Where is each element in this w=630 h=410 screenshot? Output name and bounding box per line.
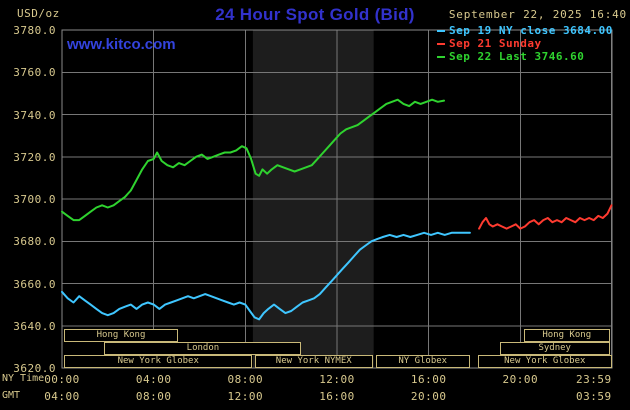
plot-border xyxy=(61,29,613,369)
session-box-new-york-nymex: New York NYMEX xyxy=(254,355,373,368)
legend-line-marker xyxy=(437,42,445,45)
session-box-new-york-globex: New York Globex xyxy=(477,355,612,368)
x-axis-tick-label-ny: 08:00 xyxy=(227,373,264,386)
x-axis-tick-label-ny: 23:59 xyxy=(575,373,612,386)
x-axis-tick-label-ny: 12:00 xyxy=(319,373,355,386)
y-axis-tick-label: 3620.0 xyxy=(13,362,56,375)
series-line-sep19-ny-close xyxy=(61,231,471,321)
chart-title: 24 Hour Spot Gold (Bid) xyxy=(215,5,415,24)
legend-item-sep22: Sep 22 Last 3746.60 xyxy=(437,50,584,63)
series-line-sep22-last xyxy=(61,98,445,222)
y-axis-tick-label: 3640.0 xyxy=(13,319,56,333)
session-box-sydney: Sydney xyxy=(499,342,610,355)
x-axis-tick-label-gmt: 08:00 xyxy=(135,390,172,403)
kitco-watermark: www.kitco.com xyxy=(67,36,176,53)
chart-datetime: September 22, 2025 16:40 xyxy=(448,8,627,21)
x-axis-tick-label-gmt: 03:59 xyxy=(575,390,612,403)
session-box-new-york-globex: New York Globex xyxy=(64,355,253,368)
x-axis-tick-label-gmt: 20:00 xyxy=(410,390,447,403)
session-box-hong-kong: Hong Kong xyxy=(523,329,610,342)
legend-line-marker xyxy=(437,55,445,58)
legend-label: Sep 21 Sunday xyxy=(449,37,542,50)
session-box-ny-globex: NY Globex xyxy=(375,355,470,368)
y-axis-tick-label: 3760.0 xyxy=(13,66,56,80)
y-axis-tick-label: 3700.0 xyxy=(13,193,56,206)
x-axis-tick-label-ny: 00:00 xyxy=(44,373,80,386)
legend-label: Sep 19 NY close 3684.00 xyxy=(449,24,613,37)
legend-item-sep19: Sep 19 NY close 3684.00 xyxy=(437,24,613,37)
legend-label: Sep 22 Last 3746.60 xyxy=(449,50,585,63)
series-line-sep21-sunday xyxy=(478,204,613,230)
session-box-hong-kong: Hong Kong xyxy=(64,329,178,342)
x-axis-tick-label-ny: 20:00 xyxy=(502,373,539,386)
y-axis-tick-label: 3660.0 xyxy=(13,277,56,291)
ny-time-row-label: NY Time xyxy=(2,373,45,384)
y-axis-tick-label: 3780.0 xyxy=(13,24,56,37)
x-axis-tick-label-ny: 16:00 xyxy=(410,373,447,386)
legend-item-sep21: Sep 21 Sunday xyxy=(437,37,542,50)
session-box-london: London xyxy=(104,342,302,355)
gmt-row-label: GMT xyxy=(2,390,21,401)
x-axis-tick-label-gmt: 12:00 xyxy=(227,390,264,403)
y-axis-tick-label: 3740.0 xyxy=(13,108,56,122)
legend-line-marker xyxy=(437,29,445,32)
y-axis-unit-label: USD/oz xyxy=(17,7,60,20)
y-axis-tick-label: 3720.0 xyxy=(13,150,56,164)
x-axis-tick-label-gmt: 04:00 xyxy=(44,390,80,403)
y-axis-tick-label: 3680.0 xyxy=(13,235,56,249)
x-axis-tick-label-gmt: 16:00 xyxy=(319,390,355,403)
x-axis-tick-label-ny: 04:00 xyxy=(135,373,172,386)
